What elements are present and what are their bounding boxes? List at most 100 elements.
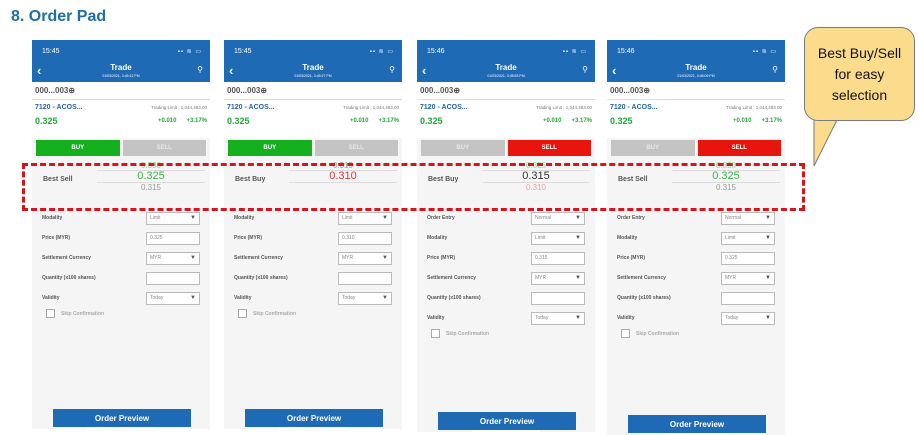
search-icon[interactable]: ⚲: [197, 65, 203, 74]
price-change: +0.010: [349, 118, 369, 124]
price-input[interactable]: 0.310: [338, 231, 392, 245]
quantity-input[interactable]: [721, 291, 775, 305]
search-icon[interactable]: ⚲: [582, 65, 588, 74]
order-preview-button[interactable]: Order Preview: [628, 415, 766, 433]
signal-wifi-battery-icon: ▪▪ ≋ ▭: [177, 48, 202, 55]
best-price-below[interactable]: 0.315: [715, 183, 737, 192]
phone-screen-1: 15:45 ▪▪ ≋ ▭ ‹ Trade 01/03/2021, 3:45:12…: [32, 40, 210, 429]
best-price-selected[interactable]: 0.325: [672, 170, 780, 183]
sell-tab[interactable]: SELL: [122, 140, 206, 156]
skip-confirmation-checkbox[interactable]: [431, 329, 440, 338]
price-input[interactable]: 0.325: [721, 251, 775, 265]
account-selector[interactable]: 000...003⊕: [417, 82, 595, 100]
best-price-selected[interactable]: 0.310: [289, 170, 397, 183]
callout-bubble: Best Buy/Sell for easy selection: [804, 27, 915, 121]
account-selector[interactable]: 000...003⊕: [32, 82, 210, 100]
trading-limit: Trading Limit : 1,044,483.00: [536, 105, 592, 110]
modality-dropdown[interactable]: Limit ▼: [338, 211, 392, 225]
best-price-highlight-box: [22, 163, 805, 211]
best-price-selected[interactable]: 0.315: [482, 170, 590, 183]
validity-dropdown[interactable]: Today ▼: [146, 291, 200, 305]
back-chevron-icon[interactable]: ‹: [422, 63, 427, 78]
skip-confirmation-checkbox[interactable]: [46, 309, 55, 318]
dropdown-arrow-icon: ▼: [382, 215, 388, 221]
signal-wifi-battery-icon: ▪▪ ≋ ▭: [562, 48, 587, 55]
validity-label: Validity: [234, 295, 252, 301]
stock-info: 7120 - ACOS... Trading Limit : 1,044,483…: [417, 100, 595, 138]
dropdown-arrow-icon: ▼: [575, 215, 581, 221]
back-chevron-icon[interactable]: ‹: [229, 63, 234, 78]
currency-dropdown[interactable]: MYR ▼: [721, 271, 775, 285]
modality-dropdown[interactable]: Limit ▼: [531, 231, 585, 245]
order-form: Order Entry Normal ▼ Modality Limit ▼ Pric…: [417, 205, 595, 338]
order-entry-dropdown[interactable]: Normal ▼: [721, 211, 775, 225]
phone-screen-4: 15:46 ▪▪ ≋ ▭ ‹ Trade 01/03/2021, 3:46:09…: [607, 40, 785, 435]
stock-name[interactable]: 7120 - ACOS...: [35, 104, 83, 111]
currency-dropdown[interactable]: MYR ▼: [146, 251, 200, 265]
back-chevron-icon[interactable]: ‹: [37, 63, 42, 78]
price-input[interactable]: 0.315: [531, 251, 585, 265]
back-chevron-icon[interactable]: ‹: [612, 63, 617, 78]
order-preview-button[interactable]: Order Preview: [53, 409, 191, 427]
best-price-selected[interactable]: 0.325: [97, 170, 205, 183]
sell-tab[interactable]: SELL: [697, 140, 781, 156]
dropdown-arrow-icon: ▼: [765, 275, 771, 281]
status-time: 15:45: [234, 47, 252, 55]
account-selector[interactable]: 000...003⊕: [607, 82, 785, 100]
modality-dropdown[interactable]: Limit ▼: [721, 231, 775, 245]
validity-dropdown[interactable]: Today ▼: [531, 311, 585, 325]
dropdown-arrow-icon: ▼: [575, 275, 581, 281]
order-entry-label: Order Entry: [617, 215, 645, 221]
home-indicator: [662, 433, 730, 435]
price-change-pct: +3.17%: [571, 118, 592, 124]
dropdown-arrow-icon: ▼: [382, 295, 388, 301]
dropdown-arrow-icon: ▼: [765, 215, 771, 221]
buy-tab[interactable]: BUY: [36, 140, 120, 156]
dropdown-arrow-icon: ▼: [190, 295, 196, 301]
trading-limit: Trading Limit : 1,044,483.00: [726, 105, 782, 110]
sell-tab[interactable]: SELL: [507, 140, 591, 156]
modality-label: Modality: [234, 215, 255, 221]
status-time: 15:46: [617, 47, 635, 55]
order-preview-button[interactable]: Order Preview: [438, 412, 576, 430]
order-preview-button[interactable]: Order Preview: [245, 409, 383, 427]
price-change-pct: +3.17%: [761, 118, 782, 124]
signal-wifi-battery-icon: ▪▪ ≋ ▭: [752, 48, 777, 55]
sell-tab[interactable]: SELL: [314, 140, 398, 156]
last-price: 0.325: [227, 116, 250, 126]
nav-datetime: 01/03/2021, 3:45:12 PM: [102, 74, 140, 78]
signal-wifi-battery-icon: ▪▪ ≋ ▭: [369, 48, 394, 55]
order-form: Modality Limit ▼ Price (MYR) 0.310 Settle…: [224, 205, 402, 318]
quantity-input[interactable]: [146, 271, 200, 285]
currency-dropdown[interactable]: MYR ▼: [338, 251, 392, 265]
search-icon[interactable]: ⚲: [389, 65, 395, 74]
modality-dropdown[interactable]: Limit ▼: [146, 211, 200, 225]
search-icon[interactable]: ⚲: [772, 65, 778, 74]
stock-name[interactable]: 7120 - ACOS...: [420, 104, 468, 111]
skip-confirmation-checkbox[interactable]: [621, 329, 630, 338]
best-price-below[interactable]: 0.315: [140, 183, 162, 192]
buy-tab[interactable]: BUY: [421, 140, 505, 156]
currency-dropdown[interactable]: MYR ▼: [531, 271, 585, 285]
stock-name[interactable]: 7120 - ACOS...: [610, 104, 658, 111]
buy-tab[interactable]: BUY: [611, 140, 695, 156]
validity-dropdown[interactable]: Today ▼: [338, 291, 392, 305]
best-price-label: Best Buy: [428, 176, 459, 183]
quantity-input[interactable]: [338, 271, 392, 285]
stock-info: 7120 - ACOS... Trading Limit : 1,044,483…: [607, 100, 785, 138]
side-tabs: BUY SELL: [607, 138, 785, 159]
price-label: Price (MYR): [42, 235, 71, 241]
quantity-input[interactable]: [531, 291, 585, 305]
buy-tab[interactable]: BUY: [228, 140, 312, 156]
best-price-below[interactable]: 0.310: [525, 183, 547, 192]
account-selector[interactable]: 000...003⊕: [224, 82, 402, 100]
nav-datetime: 01/03/2021, 3:46:09 PM: [677, 74, 715, 78]
skip-confirmation-checkbox[interactable]: [238, 309, 247, 318]
order-entry-dropdown[interactable]: Normal ▼: [531, 211, 585, 225]
quantity-label: Quantity (x100 shares): [617, 295, 671, 301]
order-form: Modality Limit ▼ Price (MYR) 0.325 Settle…: [32, 205, 210, 318]
price-input[interactable]: 0.325: [146, 231, 200, 245]
dropdown-arrow-icon: ▼: [575, 315, 581, 321]
validity-dropdown[interactable]: Today ▼: [721, 311, 775, 325]
stock-name[interactable]: 7120 - ACOS...: [227, 104, 275, 111]
